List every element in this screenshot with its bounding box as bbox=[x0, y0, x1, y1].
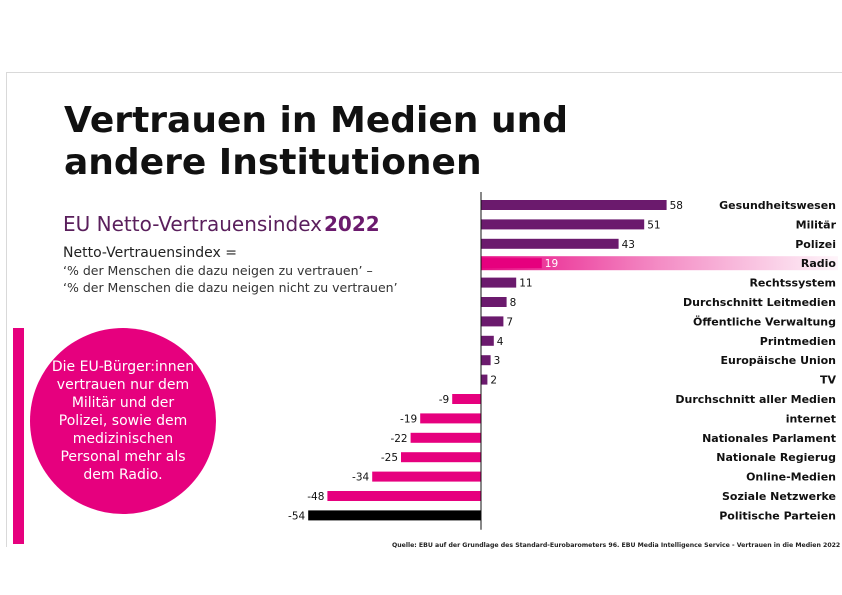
category-label: Soziale Netzwerke bbox=[722, 490, 836, 503]
bar-nationales-parlament bbox=[410, 432, 481, 443]
bar-soziale-netzwerke bbox=[327, 491, 481, 501]
category-label: Durchschnitt aller Medien bbox=[675, 393, 836, 406]
category-label: Printmedien bbox=[760, 335, 836, 348]
value-label: -54 bbox=[288, 510, 305, 522]
title-line-1: Vertrauen in Medien und bbox=[64, 100, 568, 141]
bar-internet bbox=[420, 413, 481, 424]
category-label: Europäische Union bbox=[720, 354, 836, 367]
category-label: TV bbox=[820, 374, 837, 387]
bar-nationale-regierug bbox=[401, 452, 481, 463]
value-label: 51 bbox=[647, 219, 660, 231]
bar-militär bbox=[481, 219, 645, 230]
page-title: Vertrauen in Medien und andere Instituti… bbox=[64, 100, 568, 184]
category-label: Rechtssystem bbox=[749, 277, 836, 290]
value-label: 8 bbox=[510, 297, 517, 309]
bar-radio bbox=[481, 258, 542, 269]
highlight-band bbox=[481, 256, 838, 271]
value-label: 58 bbox=[670, 200, 683, 212]
category-label: Nationale Regierug bbox=[716, 451, 836, 464]
bar-europäische-union bbox=[481, 355, 491, 366]
index-definition: Netto-Vertrauensindex = ‘% der Menschen … bbox=[63, 245, 398, 296]
subtitle-text: EU Netto-Vertrauensindex bbox=[63, 212, 323, 236]
bar-polizei bbox=[481, 238, 619, 249]
callout-bubble: Die EU-Bürger:innen vertrauen nur dem Mi… bbox=[30, 328, 216, 514]
formula-line-1: ‘% der Menschen die dazu neigen zu vertr… bbox=[63, 263, 373, 278]
value-label: -9 bbox=[439, 394, 449, 406]
bar-tv bbox=[481, 374, 488, 385]
bar-durchschnitt-leitmedien bbox=[481, 297, 507, 307]
category-label: Radio bbox=[801, 257, 837, 270]
callout-text: Die EU-Bürger:innen vertrauen nur dem Mi… bbox=[51, 359, 195, 483]
category-label: Politische Parteien bbox=[719, 509, 836, 522]
category-label: Gesundheitswesen bbox=[719, 199, 836, 212]
category-label: Durchschnitt Leitmedien bbox=[683, 296, 836, 309]
bar-online-medien bbox=[372, 471, 481, 482]
category-label: Militär bbox=[796, 218, 837, 231]
category-label: Öffentliche Verwaltung bbox=[693, 314, 836, 328]
accent-bar bbox=[13, 328, 24, 544]
category-label: internet bbox=[786, 412, 836, 425]
value-label: 2 bbox=[490, 375, 497, 387]
value-label: -48 bbox=[307, 491, 324, 503]
value-label: -19 bbox=[400, 413, 417, 425]
value-label: 11 bbox=[519, 278, 532, 290]
value-label: 4 bbox=[497, 336, 504, 348]
value-label: -34 bbox=[352, 472, 369, 484]
value-label: -22 bbox=[390, 433, 407, 445]
category-label: Polizei bbox=[795, 238, 836, 251]
value-label: 43 bbox=[622, 239, 635, 251]
bar-durchschnitt-aller-medien bbox=[452, 394, 481, 404]
bar-gesundheitswesen bbox=[481, 200, 667, 210]
subtitle-year: 2022 bbox=[324, 212, 380, 236]
chart-subtitle: EU Netto-Vertrauensindex 2022 bbox=[63, 212, 380, 236]
title-line-2: andere Institutionen bbox=[64, 142, 482, 183]
value-label: 7 bbox=[506, 316, 513, 328]
category-label: Online-Medien bbox=[746, 471, 836, 484]
bar-printmedien bbox=[481, 335, 494, 346]
value-label: 19 bbox=[545, 258, 558, 270]
value-label: 3 bbox=[494, 355, 501, 367]
formula-heading: Netto-Vertrauensindex = bbox=[63, 245, 237, 261]
category-label: Nationales Parlament bbox=[702, 432, 836, 445]
source-note: Quelle: EBU auf der Grundlage des Standa… bbox=[392, 542, 841, 549]
bar-politische-parteien bbox=[308, 510, 481, 521]
formula-line-2: ‘% der Menschen die dazu neigen nicht zu… bbox=[63, 280, 398, 295]
bar-rechtssystem bbox=[481, 277, 517, 288]
value-label: -25 bbox=[381, 452, 398, 464]
bar-öffentliche-verwaltung bbox=[481, 316, 504, 327]
